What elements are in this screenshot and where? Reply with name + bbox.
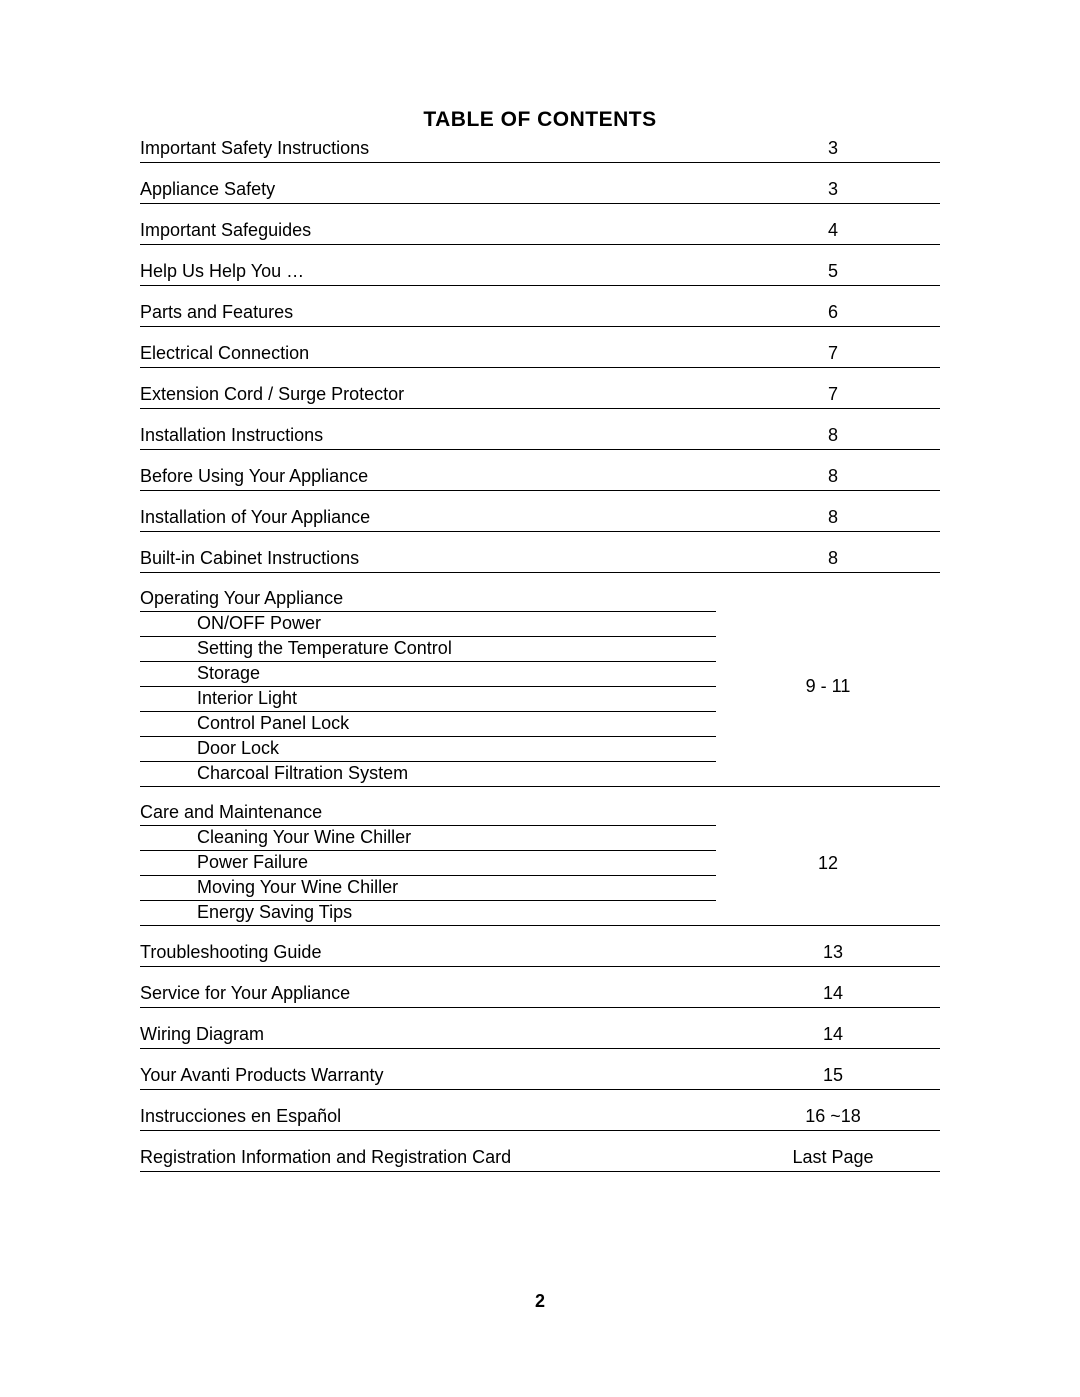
toc-entry-label: Installation Instructions: [140, 423, 716, 450]
gap: [140, 1090, 940, 1104]
gap: [140, 286, 940, 300]
toc-entry-page: 7: [716, 341, 940, 368]
toc-entry: Extension Cord / Surge Protector7: [140, 382, 940, 409]
toc-group: Operating Your ApplianceON/OFF PowerSett…: [140, 587, 940, 787]
toc-entry-page: 7: [716, 382, 940, 409]
page-number: 2: [0, 1291, 1080, 1312]
gap: [140, 409, 940, 423]
toc-entry-page: Last Page: [716, 1145, 940, 1172]
toc-entry-label: Instrucciones en Español: [140, 1104, 716, 1131]
toc-entry-page: 8: [716, 423, 940, 450]
toc-entry: Electrical Connection7: [140, 341, 940, 368]
gap: [140, 573, 940, 587]
gap: [140, 1049, 940, 1063]
toc-group-sub: Door Lock: [140, 737, 716, 762]
toc-entry-label: Service for Your Appliance: [140, 981, 716, 1008]
toc-entry-label: Built-in Cabinet Instructions: [140, 546, 716, 573]
gap: [140, 163, 940, 177]
gap: [140, 327, 940, 341]
gap: [140, 1008, 940, 1022]
gap: [140, 787, 940, 801]
toc-entry-label: Important Safeguides: [140, 218, 716, 245]
gap: [140, 245, 940, 259]
toc-entry-label: Wiring Diagram: [140, 1022, 716, 1049]
page: TABLE OF CONTENTS Important Safety Instr…: [0, 0, 1080, 1397]
toc-entry-label: Troubleshooting Guide: [140, 940, 716, 967]
toc-entry-label: Parts and Features: [140, 300, 716, 327]
toc-body: Important Safety Instructions3Appliance …: [140, 136, 940, 1172]
toc-entry-label: Appliance Safety: [140, 177, 716, 204]
gap: [140, 1131, 940, 1145]
toc-group-head: Care and Maintenance: [140, 801, 716, 826]
toc-entry-page: 6: [716, 300, 940, 327]
toc-group-sub: Energy Saving Tips: [140, 901, 716, 926]
toc-entry-page: 15: [716, 1063, 940, 1090]
toc-entry-page: 4: [716, 218, 940, 245]
toc-entry-page: 14: [716, 981, 940, 1008]
toc-group-head: Operating Your Appliance: [140, 587, 716, 612]
toc-group-sub: Charcoal Filtration System: [140, 762, 716, 787]
gap: [140, 967, 940, 981]
toc-entry-page: 16 ~18: [716, 1104, 940, 1131]
toc-entry-label: Before Using Your Appliance: [140, 464, 716, 491]
toc-group-left: Operating Your ApplianceON/OFF PowerSett…: [140, 587, 716, 787]
toc-entry-label: Registration Information and Registratio…: [140, 1145, 716, 1172]
toc-group-sub: Interior Light: [140, 687, 716, 712]
toc-entry: Appliance Safety3: [140, 177, 940, 204]
toc-entry-label: Extension Cord / Surge Protector: [140, 382, 716, 409]
toc-title: TABLE OF CONTENTS: [140, 108, 940, 132]
toc-entry-label: Electrical Connection: [140, 341, 716, 368]
gap: [140, 368, 940, 382]
toc-entry: Help Us Help You …5: [140, 259, 940, 286]
gap: [140, 491, 940, 505]
toc-group-sub: Cleaning Your Wine Chiller: [140, 826, 716, 851]
toc-group-sub: Moving Your Wine Chiller: [140, 876, 716, 901]
toc-entry: Your Avanti Products Warranty15: [140, 1063, 940, 1090]
toc-entry-label: Your Avanti Products Warranty: [140, 1063, 716, 1090]
toc-group-sub: Storage: [140, 662, 716, 687]
toc-content: TABLE OF CONTENTS Important Safety Instr…: [140, 108, 940, 1172]
toc-entry-label: Important Safety Instructions: [140, 136, 716, 163]
toc-entry: Service for Your Appliance14: [140, 981, 940, 1008]
toc-entry-page: 14: [716, 1022, 940, 1049]
toc-entry-page: 8: [716, 505, 940, 532]
toc-entry-page: 8: [716, 546, 940, 573]
toc-entry: Important Safety Instructions3: [140, 136, 940, 163]
gap: [140, 532, 940, 546]
toc-group-sub: Setting the Temperature Control: [140, 637, 716, 662]
toc-entry-page: 5: [716, 259, 940, 286]
toc-entry: Installation of Your Appliance8: [140, 505, 940, 532]
toc-entry-page: 3: [716, 136, 940, 163]
toc-entry-page: 8: [716, 464, 940, 491]
toc-entry: Parts and Features6: [140, 300, 940, 327]
toc-group-sub: Control Panel Lock: [140, 712, 716, 737]
gap: [140, 450, 940, 464]
toc-group-page: 12: [716, 801, 940, 926]
toc-entry-label: Help Us Help You …: [140, 259, 716, 286]
toc-entry: Important Safeguides4: [140, 218, 940, 245]
toc-entry-label: Installation of Your Appliance: [140, 505, 716, 532]
gap: [140, 204, 940, 218]
toc-entry: Built-in Cabinet Instructions8: [140, 546, 940, 573]
toc-entry: Instrucciones en Español16 ~18: [140, 1104, 940, 1131]
toc-group-sub: ON/OFF Power: [140, 612, 716, 637]
toc-group: Care and MaintenanceCleaning Your Wine C…: [140, 801, 940, 926]
toc-entry-page: 3: [716, 177, 940, 204]
toc-entry-page: 13: [716, 940, 940, 967]
toc-group-sub: Power Failure: [140, 851, 716, 876]
toc-group-left: Care and MaintenanceCleaning Your Wine C…: [140, 801, 716, 926]
toc-entry: Troubleshooting Guide13: [140, 940, 940, 967]
gap: [140, 926, 940, 940]
toc-entry: Registration Information and Registratio…: [140, 1145, 940, 1172]
toc-entry: Before Using Your Appliance8: [140, 464, 940, 491]
toc-entry: Installation Instructions8: [140, 423, 940, 450]
toc-entry: Wiring Diagram14: [140, 1022, 940, 1049]
toc-group-page: 9 - 11: [716, 587, 940, 787]
